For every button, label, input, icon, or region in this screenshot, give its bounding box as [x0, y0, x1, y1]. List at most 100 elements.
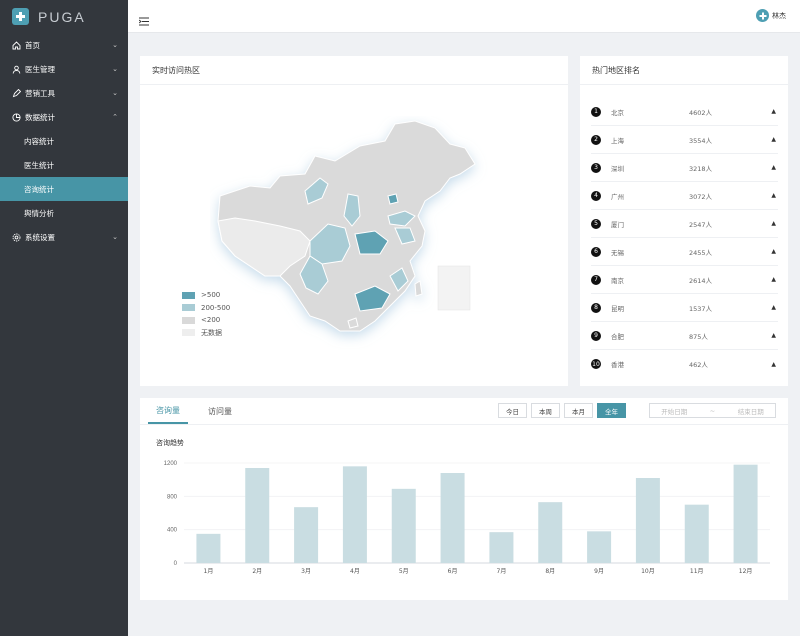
this-month-button[interactable]: 本月: [564, 403, 593, 418]
trend-up-icon: ▲: [771, 220, 776, 227]
ranking-row[interactable]: 9 合肥 875人 ▲: [591, 322, 778, 350]
sidebar-item-system-settings[interactable]: 系统设置 ⌄: [0, 225, 128, 249]
map-region-hainan[interactable]: [347, 317, 359, 329]
sidebar-item-home[interactable]: 首页 ⌄: [0, 33, 128, 57]
sidebar-item-consult-statistics[interactable]: 咨询统计: [0, 177, 128, 201]
menu-collapse-icon[interactable]: [138, 11, 149, 30]
ranking-row[interactable]: 6 无锡 2455人 ▲: [591, 238, 778, 266]
bar[interactable]: [684, 504, 709, 563]
sidebar-item-content-statistics[interactable]: 内容统计: [0, 129, 128, 153]
ranking-row[interactable]: 4 广州 3072人 ▲: [591, 182, 778, 210]
user-icon: [12, 65, 21, 74]
end-date-input[interactable]: 结束日期: [737, 407, 764, 416]
today-button[interactable]: 今日: [498, 403, 527, 418]
ranking-row[interactable]: 10 香港 462人 ▲: [591, 350, 778, 378]
sidebar-item-label: 首页: [25, 40, 40, 50]
bar[interactable]: [294, 507, 319, 563]
rank-count: 1537人: [689, 304, 713, 313]
map-region-jiangsu[interactable]: [394, 227, 416, 245]
map-region-shandong[interactable]: [387, 210, 416, 227]
start-date-input[interactable]: 开始日期: [661, 407, 688, 416]
tab-visit-volume[interactable]: 访问量: [208, 406, 232, 416]
rank-count: 2547人: [689, 220, 713, 229]
legend-item[interactable]: 200-500: [182, 302, 230, 315]
rank-badge: 3: [591, 162, 601, 173]
ranking-row[interactable]: 3 深圳 3218人 ▲: [591, 154, 778, 182]
logo[interactable]: PUGA: [0, 0, 128, 33]
sidebar: PUGA 首页 ⌄ 医生管理 ⌄ 营销工具 ⌄ 数据统计 ⌃: [0, 0, 128, 636]
map-region-yunnan[interactable]: [299, 255, 329, 295]
sidebar-item-marketing-tools[interactable]: 营销工具 ⌄: [0, 81, 128, 105]
sidebar-item-data-statistics[interactable]: 数据统计 ⌃: [0, 105, 128, 129]
chevron-down-icon: ⌄: [112, 65, 118, 73]
bar[interactable]: [245, 468, 270, 563]
ranking-row[interactable]: 1 北京 4602人 ▲: [591, 98, 778, 126]
sidebar-item-doctor-management[interactable]: 医生管理 ⌄: [0, 57, 128, 81]
sidebar-item-label: 舆情分析: [24, 208, 54, 218]
tab-consult-volume[interactable]: 咨询量: [148, 398, 188, 424]
ranking-row[interactable]: 5 厦门 2547人 ▲: [591, 210, 778, 238]
bar[interactable]: [342, 466, 367, 563]
full-year-button[interactable]: 全年: [597, 403, 626, 418]
trend-up-icon: ▲: [771, 164, 776, 171]
map-region-base[interactable]: [217, 120, 476, 332]
home-icon: [12, 40, 21, 50]
rank-badge: 5: [591, 218, 601, 229]
rank-badge: 2: [591, 134, 601, 145]
sidebar-item-doctor-statistics[interactable]: 医生统计: [0, 153, 128, 177]
bar[interactable]: [587, 531, 612, 563]
map-region-beijing[interactable]: [387, 193, 399, 205]
china-heat-map[interactable]: [210, 116, 490, 356]
sidebar-item-label: 医生统计: [24, 160, 54, 170]
trend-up-icon: ▲: [771, 276, 776, 283]
rank-badge: 7: [591, 274, 601, 285]
bar[interactable]: [489, 532, 514, 563]
date-separator: ~: [709, 406, 716, 415]
map-region-guangdong[interactable]: [354, 285, 391, 312]
rank-badge: 9: [591, 330, 601, 341]
bar[interactable]: [440, 473, 465, 563]
this-week-button[interactable]: 本周: [531, 403, 560, 418]
pie-chart-icon: [12, 112, 21, 122]
legend-item[interactable]: <200: [182, 314, 230, 327]
rank-city: 北京: [611, 108, 624, 117]
trend-tabs: 咨询量 访问量: [148, 398, 252, 424]
map-region-shaanxi[interactable]: [343, 193, 361, 227]
bar[interactable]: [391, 488, 416, 563]
trend-up-icon: ▲: [771, 360, 776, 368]
map-region-fujian[interactable]: [389, 267, 409, 292]
rank-city: 香港: [611, 361, 624, 369]
map-region-gansu[interactable]: [304, 177, 329, 205]
x-tick-label: 11月: [690, 568, 704, 575]
map-region-tibet[interactable]: [217, 217, 311, 277]
legend-label: >500: [201, 291, 221, 300]
bar[interactable]: [733, 464, 758, 563]
legend-swatch: [182, 329, 195, 337]
bar[interactable]: [196, 533, 221, 563]
rank-badge: 1: [591, 106, 601, 117]
sidebar-item-sentiment-analysis[interactable]: 舆情分析: [0, 201, 128, 225]
sidebar-item-label: 营销工具: [25, 88, 55, 98]
bar[interactable]: [635, 478, 660, 563]
ranking-row[interactable]: 8 昆明 1537人 ▲: [591, 294, 778, 322]
legend-item[interactable]: >500: [182, 289, 230, 302]
ranking-row[interactable]: 7 南京 2614人 ▲: [591, 266, 778, 294]
rank-count: 2614人: [689, 276, 713, 285]
south-china-sea-inset: [437, 265, 471, 311]
map-region-hubei[interactable]: [354, 230, 389, 255]
x-tick-label: 7月: [497, 568, 507, 575]
legend-swatch: [182, 304, 195, 312]
user-menu[interactable]: 林杰: [756, 9, 786, 22]
legend-label: 200-500: [201, 303, 231, 312]
map-region-taiwan[interactable]: [414, 280, 423, 297]
bar[interactable]: [538, 502, 563, 563]
logo-icon: [12, 8, 29, 25]
legend-item[interactable]: 无数据: [182, 327, 230, 340]
rank-count: 462人: [689, 361, 708, 369]
rank-city: 南京: [611, 276, 624, 285]
ranking-row[interactable]: 2 上海 3554人 ▲: [591, 126, 778, 154]
x-tick-label: 12月: [739, 568, 753, 575]
map-regions: [217, 120, 476, 332]
y-tick-label: 800: [167, 494, 178, 500]
date-range-picker[interactable]: 开始日期 ~ 结束日期: [649, 403, 776, 418]
